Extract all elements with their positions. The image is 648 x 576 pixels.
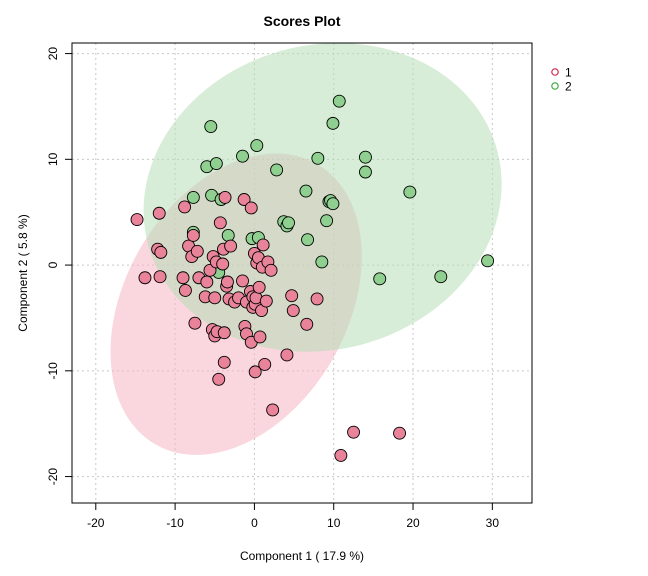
data-point-group-1 [212, 372, 226, 386]
data-point-group-2 [434, 270, 448, 284]
data-point-group-1 [176, 271, 190, 285]
data-point-group-1 [220, 275, 234, 289]
data-point-group-2 [373, 272, 387, 286]
data-point-group-2 [332, 94, 346, 108]
data-point-group-2 [204, 120, 218, 133]
data-point-group-2 [186, 190, 200, 204]
data-point-group-1 [285, 289, 299, 303]
data-point-group-1 [286, 304, 300, 317]
data-point-group-2 [301, 233, 315, 247]
data-point-group-2 [320, 214, 334, 228]
data-point-group-2 [282, 216, 295, 230]
x-tick-label: 0 [251, 516, 258, 530]
y-tick-label: 10 [46, 152, 60, 166]
data-point-group-1 [334, 448, 348, 462]
data-point-group-1 [218, 190, 232, 204]
data-point-group-1 [216, 257, 230, 271]
data-point-group-1 [244, 201, 258, 215]
y-tick-label: -10 [46, 362, 60, 380]
y-tick-label: 0 [46, 261, 60, 268]
data-point-group-1 [190, 244, 204, 258]
data-point-group-1 [236, 274, 249, 288]
data-point-group-2 [326, 116, 340, 130]
y-tick-label: -20 [46, 468, 60, 486]
data-point-group-2 [209, 157, 223, 171]
data-point-group-1 [310, 292, 324, 306]
data-point-group-2 [236, 149, 249, 163]
chart-title: Scores Plot [263, 13, 340, 29]
data-point-group-1 [280, 348, 294, 362]
data-point-group-1 [237, 193, 251, 206]
data-point-group-2 [403, 185, 417, 199]
y-axis-label: Component 2 ( 5.8 %) [16, 214, 30, 331]
data-point-group-1 [300, 317, 314, 331]
confidence-ellipse-2 [143, 43, 502, 352]
x-tick-label: 20 [406, 516, 420, 530]
data-point-group-1 [264, 263, 278, 277]
legend-marker-2 [551, 82, 559, 90]
y-tick-label: 20 [46, 47, 60, 61]
data-point-group-1 [256, 238, 270, 252]
axes: -20 -10 0 10 20 30 -20 -10 0 10 20 [46, 47, 499, 530]
confidence-ellipses [110, 43, 502, 455]
data-point-group-1 [393, 426, 407, 440]
data-point-group-2 [481, 254, 495, 268]
data-point-group-2 [221, 229, 235, 242]
data-point-group-2 [299, 184, 313, 198]
data-point-group-1 [178, 283, 192, 297]
data-point-group-1 [178, 200, 192, 214]
data-point-group-1 [217, 355, 231, 369]
data-point-group-2 [358, 165, 372, 179]
data-point-group-1 [347, 425, 361, 439]
x-tick-label: -10 [166, 516, 184, 530]
x-tick-label: 10 [327, 516, 341, 530]
data-point-group-1 [186, 229, 200, 242]
legend: 1 2 [551, 66, 572, 94]
data-point-group-2 [270, 163, 284, 177]
data-point-group-1 [248, 365, 262, 379]
data-point-group-1 [266, 403, 280, 417]
x-axis-label: Component 1 ( 17.9 %) [240, 549, 364, 563]
data-point-group-2 [358, 150, 372, 164]
data-point-group-1 [130, 213, 144, 227]
legend-label-1: 1 [565, 66, 572, 80]
data-point-group-1 [200, 275, 214, 289]
x-tick-label: -20 [87, 516, 105, 530]
data-point-group-1 [213, 216, 227, 230]
data-point-group-2 [326, 197, 340, 211]
legend-label-2: 2 [565, 80, 572, 94]
data-point-group-1 [252, 280, 266, 294]
data-point-group-1 [154, 245, 168, 259]
data-point-group-1 [208, 291, 222, 305]
data-point-group-1 [217, 326, 231, 340]
data-point-group-2 [250, 139, 264, 153]
score-points [130, 94, 495, 462]
data-point-group-2 [311, 151, 325, 165]
data-point-group-1 [224, 239, 238, 253]
data-point-group-1 [153, 270, 167, 284]
data-point-group-2 [315, 255, 329, 269]
data-point-group-1 [152, 206, 166, 220]
legend-marker-1 [551, 68, 559, 76]
x-tick-label: 30 [486, 516, 500, 530]
data-point-group-1 [138, 271, 152, 285]
data-point-group-1 [258, 358, 272, 371]
data-point-group-1 [253, 330, 267, 344]
data-point-group-1 [259, 294, 273, 308]
data-point-group-1 [188, 316, 202, 330]
